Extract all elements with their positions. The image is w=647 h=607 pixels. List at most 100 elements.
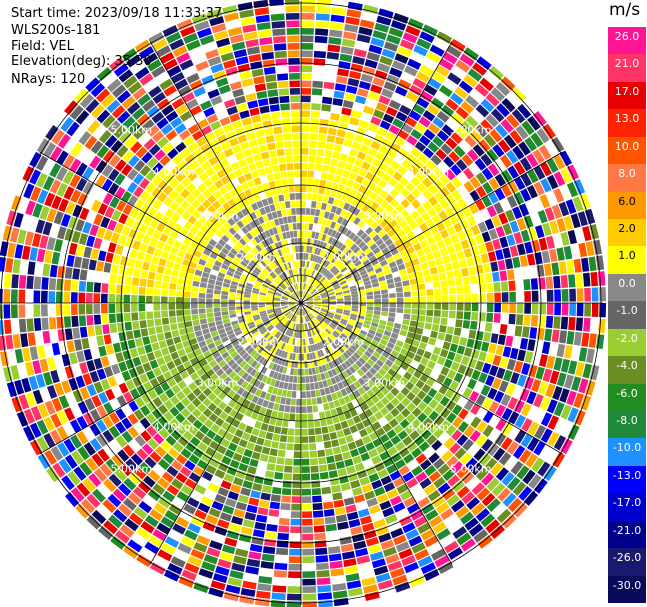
range-gate [249, 326, 257, 332]
range-gate [439, 325, 447, 333]
range-gate [63, 279, 72, 291]
range-gate [556, 218, 567, 233]
range-gate [260, 492, 271, 501]
range-gate [262, 59, 275, 68]
range-gate [451, 177, 463, 189]
range-gate [318, 288, 325, 293]
range-gate [520, 229, 531, 243]
range-gate [514, 325, 523, 337]
range-gate [204, 149, 215, 160]
range-gate [115, 244, 124, 255]
range-gate [233, 232, 242, 241]
range-gate [319, 266, 324, 273]
range-gate [284, 320, 290, 327]
range-gate [281, 118, 291, 126]
range-gate [335, 191, 343, 200]
range-gate [307, 413, 314, 421]
range-gate [325, 285, 333, 290]
range-gate [225, 584, 241, 594]
range-gate [219, 225, 228, 234]
range-gate [225, 367, 234, 376]
range-gate [292, 148, 301, 155]
range-gate [536, 128, 550, 144]
range-gate [356, 229, 365, 237]
range-gate [96, 227, 106, 239]
range-gate [341, 285, 349, 290]
range-gate [334, 453, 344, 462]
range-gate [303, 323, 306, 331]
range-gate [233, 508, 246, 518]
range-gate [265, 266, 272, 273]
range-gate [361, 273, 369, 280]
range-gate [151, 111, 165, 124]
range-gate [506, 441, 520, 455]
range-gate [322, 268, 328, 275]
range-gate [539, 303, 546, 315]
range-gate [434, 555, 450, 568]
range-gate [349, 374, 357, 383]
range-gate [223, 98, 236, 109]
range-gate [285, 328, 290, 335]
range-gate [216, 255, 225, 263]
range-gate [121, 225, 131, 237]
range-gate [368, 472, 380, 483]
range-gate [302, 526, 314, 533]
range-gate [278, 194, 285, 202]
range-gate [288, 329, 293, 337]
range-gate [267, 385, 274, 394]
range-gate [315, 326, 321, 334]
range-gate [221, 351, 230, 359]
range-gate [272, 28, 286, 36]
colorbar-tick-label: -6.0 [616, 386, 638, 400]
range-gate [164, 267, 172, 276]
range-gate [168, 310, 176, 317]
range-gate [56, 291, 63, 303]
range-gate [189, 105, 202, 116]
range-gate [214, 285, 222, 291]
range-gate [289, 80, 300, 88]
range-gate [297, 361, 301, 368]
range-gate [380, 284, 388, 290]
colorbar-segment [608, 328, 646, 357]
range-gate [370, 221, 379, 230]
range-gate [264, 189, 272, 198]
range-gate [295, 406, 301, 413]
range-gate [410, 128, 423, 140]
range-gate [552, 452, 566, 468]
range-gate [415, 379, 425, 390]
range-gate [382, 507, 395, 518]
range-gate [269, 104, 280, 112]
range-gate [318, 464, 328, 472]
range-gate [252, 314, 260, 319]
range-gate [320, 310, 327, 315]
range-gate [238, 318, 246, 324]
range-gate [425, 509, 439, 522]
range-gate [395, 402, 406, 413]
range-gate [314, 427, 322, 435]
range-gate [336, 326, 343, 333]
range-gate [268, 455, 277, 464]
range-gate [493, 390, 505, 403]
range-gate [169, 38, 185, 51]
range-gate [280, 248, 285, 256]
range-gate [67, 216, 78, 230]
range-gate [245, 39, 259, 48]
range-gate [335, 207, 343, 216]
range-gate [375, 427, 386, 437]
range-gate [426, 289, 434, 296]
range-gate [167, 148, 179, 160]
range-gate [184, 153, 196, 165]
azimuth-spoke [300, 302, 453, 565]
range-gate [408, 165, 420, 176]
range-gate [138, 295, 146, 303]
range-gate [68, 242, 78, 255]
range-gate [427, 207, 437, 218]
range-gate [474, 360, 485, 372]
range-gate [333, 383, 340, 392]
range-gate [324, 347, 330, 355]
range-gate [335, 167, 344, 176]
range-gate [294, 315, 298, 323]
range-gate [189, 241, 199, 250]
range-gate [239, 9, 254, 19]
range-gate [273, 297, 281, 300]
